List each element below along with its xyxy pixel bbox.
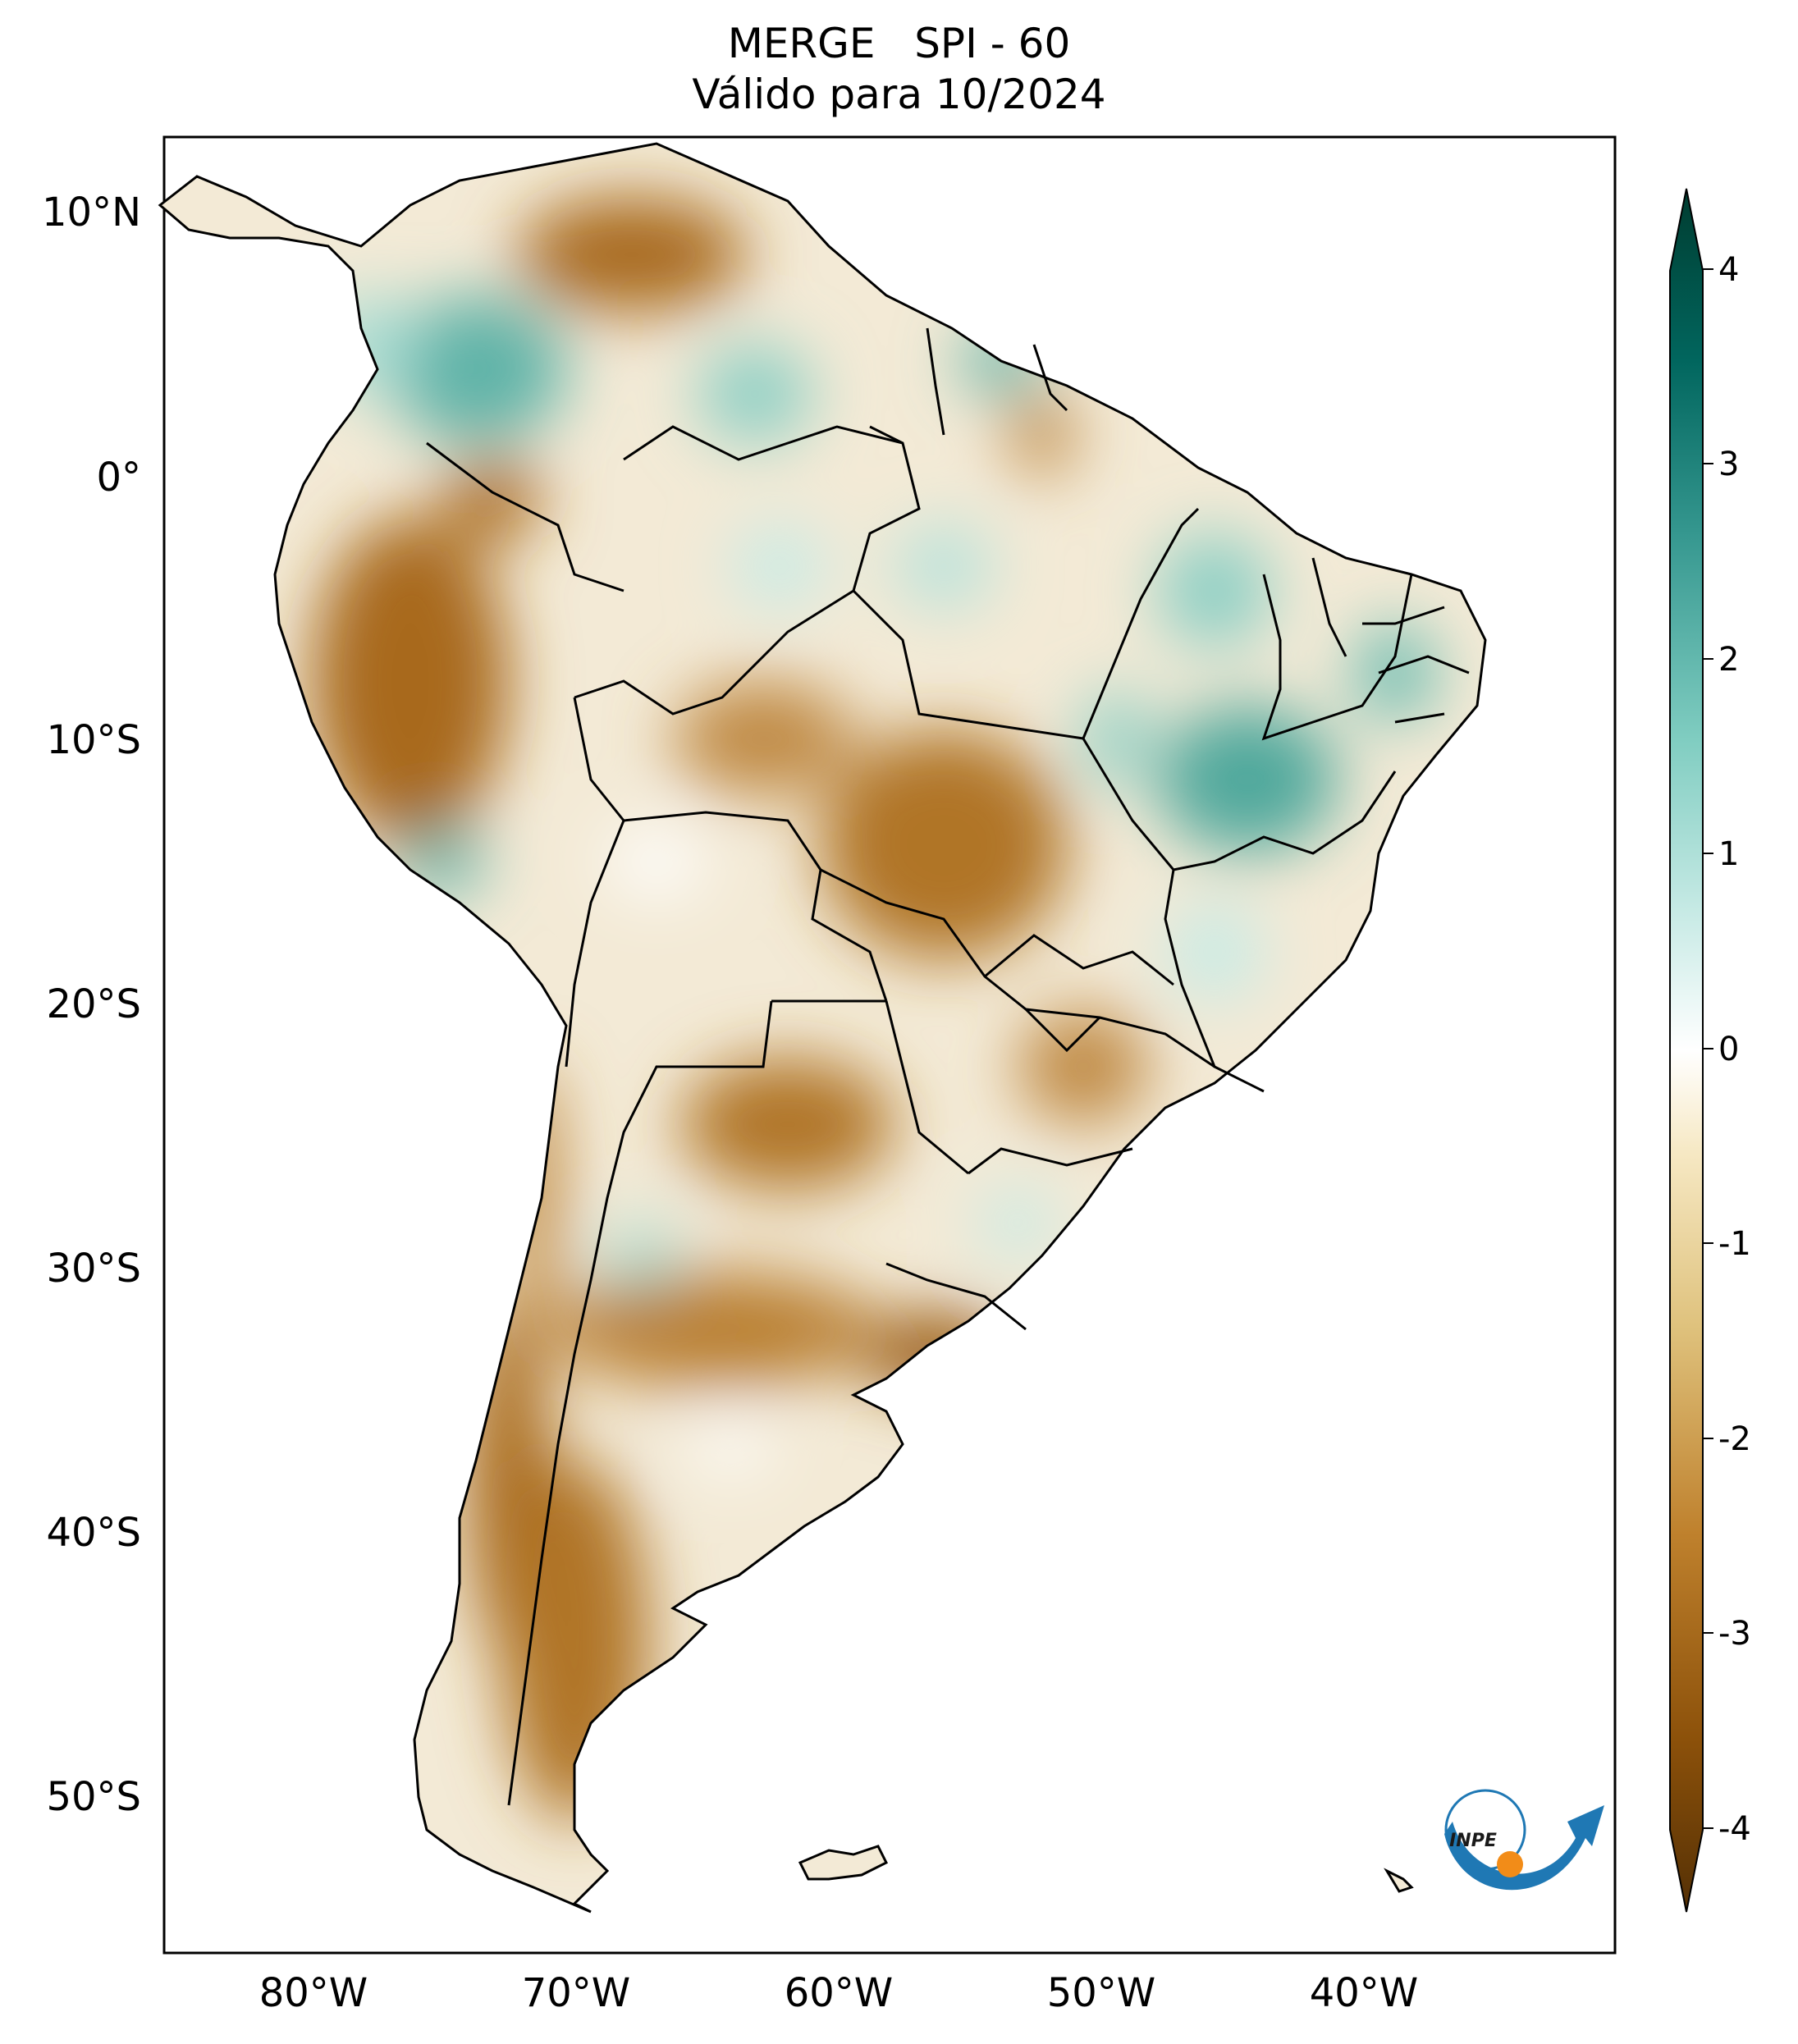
colorbar-label-neg1: -1 — [1718, 1225, 1751, 1263]
colorbar-tick-labels: 4 3 2 1 0 -1 -2 -3 -4 — [1718, 251, 1751, 1848]
lat-label-10s: 10°S — [46, 717, 141, 763]
lon-label-40w: 40°W — [1310, 1970, 1419, 2016]
logo-text: INPE — [1449, 1831, 1497, 1851]
borders — [158, 142, 1487, 1914]
colorbar-label-neg3: -3 — [1718, 1615, 1751, 1653]
colorbar-label-4: 4 — [1718, 251, 1739, 289]
lat-label-50s: 50°S — [46, 1774, 141, 1820]
title-line-1: MERGE SPI - 60 — [727, 20, 1071, 67]
lat-label-0: 0° — [96, 455, 141, 501]
lat-label-20s: 20°S — [46, 981, 141, 1027]
colorbar-label-3: 3 — [1718, 446, 1739, 483]
map-title: MERGE SPI - 60 Válido para 10/2024 — [0, 18, 1798, 120]
colorbar-label-0: 0 — [1718, 1031, 1739, 1068]
lon-label-80w: 80°W — [259, 1970, 368, 2016]
lon-label-50w: 50°W — [1047, 1970, 1156, 2016]
colorbar-body — [1669, 188, 1704, 1913]
lat-label-30s: 30°S — [46, 1246, 141, 1292]
colorbar-label-neg4: -4 — [1718, 1810, 1751, 1848]
lat-label-40s: 40°S — [46, 1510, 141, 1556]
lat-label-10n: 10°N — [42, 190, 141, 235]
inpe-logo: INPE — [1444, 1789, 1604, 1891]
colorbar-label-2: 2 — [1718, 641, 1739, 679]
lon-label-60w: 60°W — [785, 1970, 894, 2016]
logo-orbit-icon — [1444, 1789, 1526, 1871]
title-line-2: Válido para 10/2024 — [692, 71, 1106, 118]
colorbar-tick-marks — [1703, 268, 1713, 1829]
islands — [798, 1845, 1414, 1893]
logo-sun-icon — [1497, 1851, 1523, 1877]
lon-label-70w: 70°W — [522, 1970, 631, 2016]
latitude-labels: 10°N 0° 10°S 20°S 30°S 40°S 50°S — [42, 190, 141, 1820]
longitude-labels: 80°W 70°W 60°W 50°W 40°W — [259, 1970, 1419, 2016]
colorbar: 4 3 2 1 0 -1 -2 -3 -4 — [1669, 188, 1751, 1913]
colorbar-label-1: 1 — [1718, 835, 1739, 873]
colorbar-label-neg2: -2 — [1718, 1420, 1751, 1458]
